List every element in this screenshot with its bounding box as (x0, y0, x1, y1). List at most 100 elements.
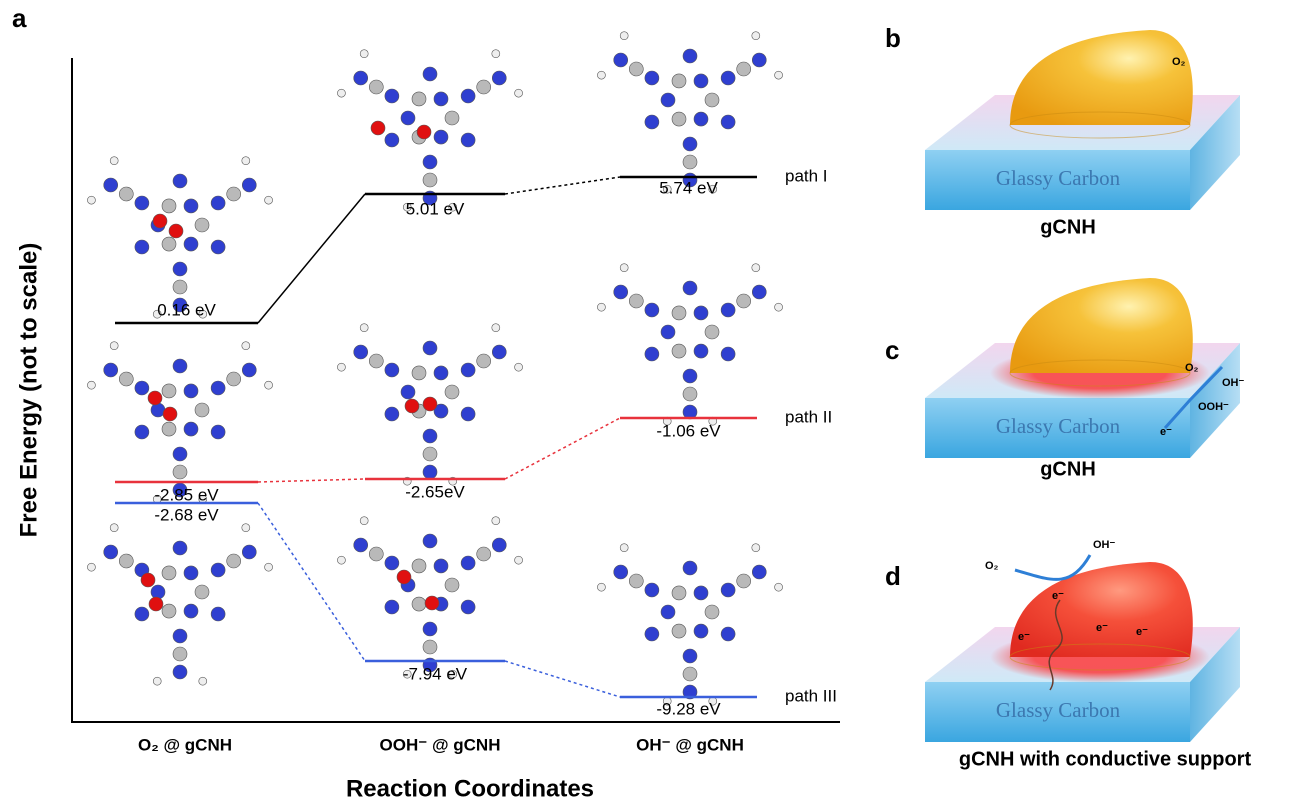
connector (504, 417, 621, 480)
atom (491, 323, 501, 333)
atom (172, 279, 188, 295)
atom (119, 186, 134, 202)
atom (682, 560, 698, 576)
atom (183, 198, 199, 214)
atom (720, 70, 736, 86)
droplet (1010, 562, 1193, 657)
atom (422, 533, 438, 549)
connector (504, 660, 621, 698)
atom (682, 154, 698, 170)
atom (433, 91, 449, 107)
atom (704, 604, 720, 620)
atom (411, 91, 427, 107)
energy-label: -2.85 eV (154, 485, 219, 504)
annotation: e⁻ (1052, 590, 1064, 602)
atom (693, 73, 709, 89)
atom (704, 92, 720, 108)
annotation: e⁻ (1018, 631, 1030, 643)
atom (353, 537, 369, 553)
atom (168, 223, 184, 239)
annotation: OH⁻ (1222, 377, 1245, 389)
atom (422, 340, 438, 356)
atom (422, 621, 438, 637)
atom (619, 263, 629, 273)
atom (476, 79, 491, 95)
slab-front (925, 150, 1190, 210)
atom (476, 546, 491, 562)
atom (172, 446, 188, 462)
atom (210, 424, 226, 440)
atom (720, 346, 736, 362)
atom (404, 398, 420, 414)
atom (491, 70, 507, 86)
atom (671, 73, 687, 89)
atom (682, 48, 698, 64)
atom (103, 362, 119, 378)
atom (460, 88, 476, 104)
atom (152, 213, 168, 229)
atom (613, 52, 629, 68)
atom (460, 599, 476, 615)
atom (720, 114, 736, 130)
state-label: O₂ @ gCNH (138, 735, 232, 754)
atom (460, 555, 476, 571)
atom (384, 599, 400, 615)
atom (597, 582, 606, 592)
atom (751, 263, 761, 273)
atom (400, 110, 416, 126)
atom (629, 293, 644, 309)
atom (671, 343, 687, 359)
atom (172, 540, 188, 556)
energy-label: 5.01 eV (406, 199, 465, 218)
annotation: OH⁻ (1093, 539, 1116, 551)
atom (736, 573, 751, 589)
panel-caption: gCNH (1040, 458, 1096, 480)
atom (411, 558, 427, 574)
atom (411, 596, 427, 612)
panel-label: c (885, 335, 899, 365)
atom (87, 562, 96, 572)
annotation: e⁻ (1096, 622, 1108, 634)
energy-label: 0.16 eV (157, 300, 216, 319)
atom (172, 358, 188, 374)
atom (226, 553, 241, 569)
atom (682, 386, 698, 402)
atom (751, 564, 767, 580)
atom (384, 362, 400, 378)
atom (183, 421, 199, 437)
energy-label: -1.06 eV (656, 421, 721, 440)
atom (400, 384, 416, 400)
atom (514, 362, 523, 372)
atom (150, 584, 166, 600)
atom (134, 195, 150, 211)
atom (660, 92, 676, 108)
atom (751, 284, 767, 300)
atom (87, 195, 96, 205)
atom (682, 280, 698, 296)
annotation: e⁻ (1136, 626, 1148, 638)
connector (257, 478, 366, 483)
atom (433, 365, 449, 381)
path-label: path I (785, 166, 828, 185)
atom (448, 202, 458, 212)
energy-label: -2.65eV (405, 482, 465, 501)
connector (257, 502, 366, 662)
state-label: OOH⁻ @ gCNH (380, 735, 501, 754)
atom (671, 623, 687, 639)
state-label: OH⁻ @ gCNH (636, 735, 744, 754)
atom (613, 564, 629, 580)
atom (161, 603, 177, 619)
atom (103, 177, 119, 193)
atom (194, 402, 210, 418)
atom (433, 403, 449, 419)
atom (671, 585, 687, 601)
atom (183, 565, 199, 581)
atom (644, 114, 660, 130)
atom (183, 236, 199, 252)
atom (152, 676, 162, 686)
substrate-label: Glassy Carbon (996, 166, 1121, 190)
atom (644, 626, 660, 642)
atom (134, 424, 150, 440)
atom (736, 61, 751, 77)
energy-label: 5.74 eV (659, 178, 718, 197)
